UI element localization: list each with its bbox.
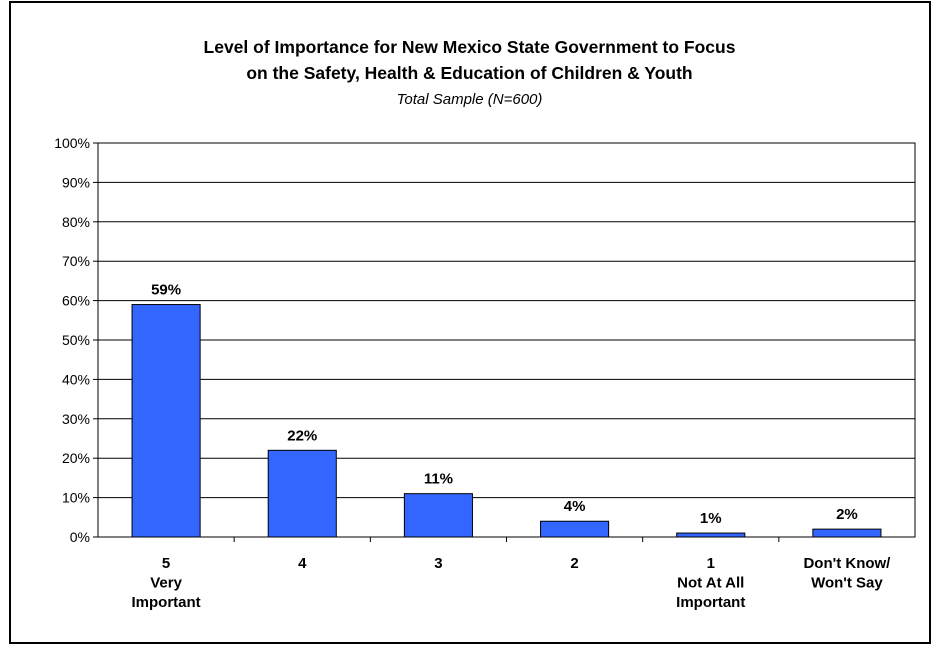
y-tick-label: 90% [62,174,90,190]
data-label: 11% [424,471,453,488]
y-tick-label: 60% [62,293,90,309]
chart-title-line-2: on the Safety, Health & Education of Chi… [246,63,693,83]
category-label: Important [131,594,200,611]
category-label: 3 [434,555,442,572]
y-tick-label: 50% [62,332,90,348]
chart-title-line-1: Level of Importance for New Mexico State… [203,37,736,57]
data-label: 4% [564,498,586,515]
y-tick-label: 70% [62,253,90,269]
y-tick-label: 0% [70,529,90,545]
category-label: Very [150,575,182,592]
category-label: Won't Say [811,575,883,592]
y-tick-label: 80% [62,214,90,230]
category-label: 4 [298,555,307,572]
data-label: 2% [836,506,858,523]
data-label: 22% [287,427,317,444]
y-tick-label: 20% [62,450,90,466]
y-tick-label: 40% [62,371,90,387]
bar [131,304,201,538]
category-label: Don't Know/ [803,555,891,572]
chart-subtitle: Total Sample (N=600) [396,91,543,108]
data-label: 1% [700,510,722,527]
data-label: 59% [151,282,181,299]
bar [676,532,746,538]
category-label: Not At All [677,575,744,592]
category-label: 1 [707,555,715,572]
y-tick-label: 100% [54,135,90,151]
bar [540,520,610,538]
category-label: 5 [162,555,170,572]
category-label: Important [676,594,745,611]
category-label: 2 [570,555,578,572]
y-tick-label: 10% [62,490,90,506]
bar [812,528,882,538]
bar [267,449,337,538]
bar [403,493,473,538]
y-tick-label: 30% [62,411,90,427]
